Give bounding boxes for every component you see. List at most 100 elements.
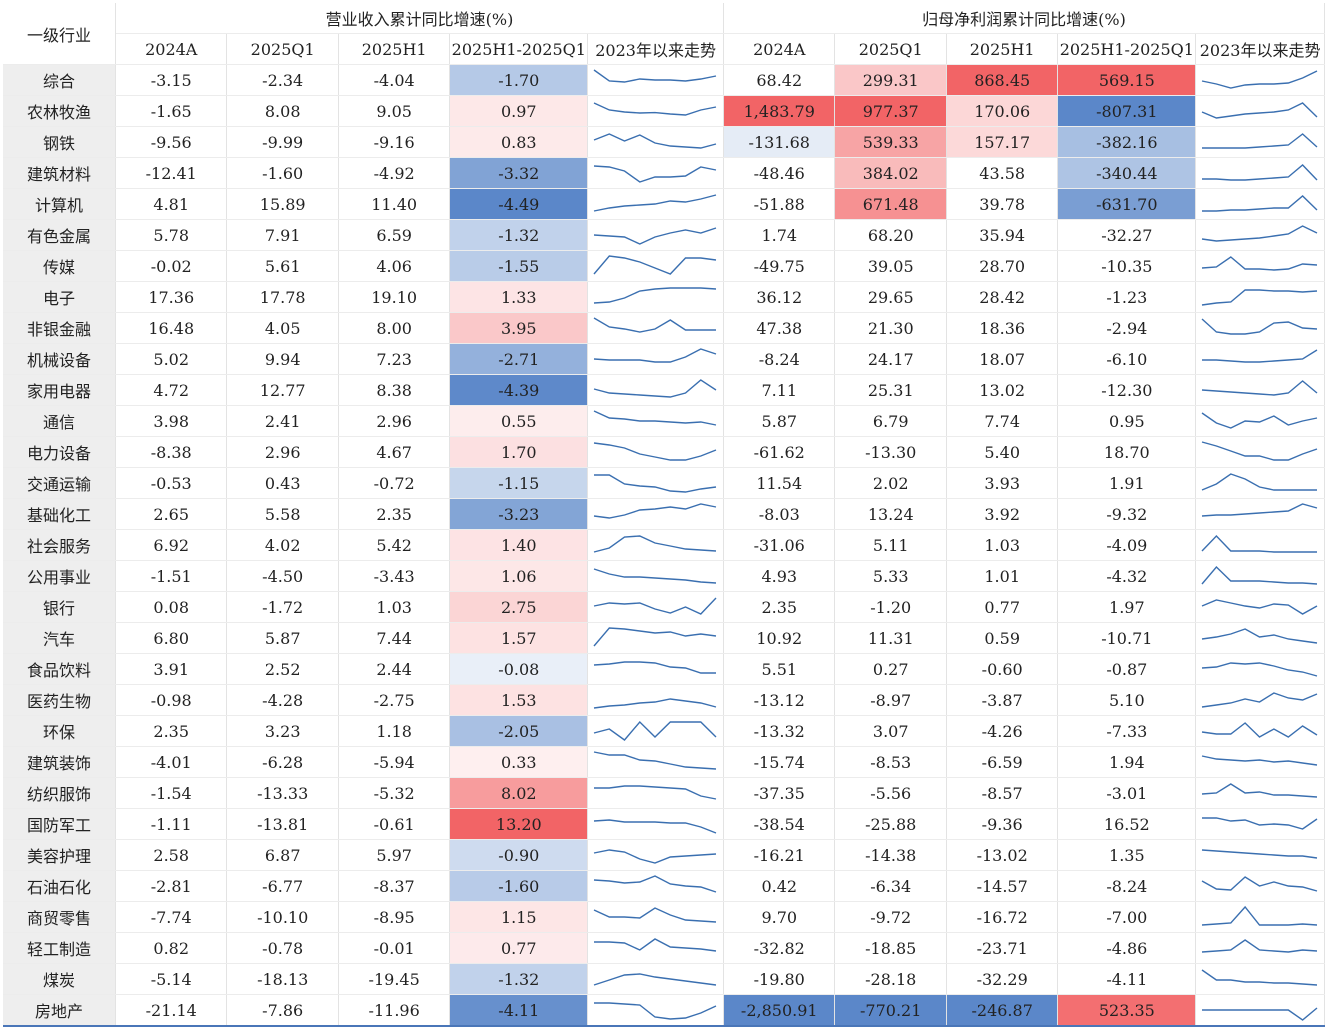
revenue-sparkline (594, 597, 717, 615)
revenue-sparkline (594, 165, 717, 183)
revenue-value-cell-0: -9.56 (115, 126, 228, 158)
table-body: 综合 -3.15 -2.34 -4.04 -1.70 68.42 299.31 868.45 5… (3, 64, 1325, 1027)
profit-value-cell-0: 10.92 (723, 622, 836, 654)
revenue-trend-cell (587, 932, 725, 964)
revenue-sparkline (594, 938, 717, 952)
revenue-value-cell-3: -3.32 (449, 157, 589, 189)
profit-sparkline (1202, 164, 1318, 181)
profit-value-cell-3: 1.94 (1057, 746, 1197, 778)
revenue-value-cell-0: 3.98 (115, 405, 228, 437)
profit-sparkline (1201, 876, 1318, 892)
table-row: 汽车 6.80 5.87 7.44 1.57 10.92 11.31 0.59 -10.71 (3, 622, 1325, 654)
profit-sparkline-line (1202, 628, 1318, 644)
revenue-sparkline (593, 627, 717, 647)
pro-col-header-2025h1: 2025H1 (946, 33, 1059, 65)
profit-sparkline-line (1202, 70, 1318, 89)
revenue-value-cell-0: -0.02 (115, 250, 228, 282)
profit-value-cell-1: 24.17 (834, 343, 947, 375)
table-row: 有色金属 5.78 7.91 6.59 -1.32 1.74 68.20 35.94 -32.2… (3, 219, 1325, 251)
revenue-value-cell-1: 5.87 (226, 622, 339, 654)
profit-value-cell-3: 569.15 (1057, 64, 1197, 96)
profit-trend-cell (1195, 560, 1325, 592)
profit-sparkline-line (1202, 817, 1318, 830)
profit-trend-cell (1195, 64, 1325, 96)
profit-sparkline (1202, 289, 1318, 306)
revenue-value-cell-0: 16.48 (115, 312, 228, 344)
profit-sparkline-line (1202, 783, 1318, 798)
rev-col-header-diff: 2025H1-2025Q1 (449, 33, 589, 65)
profit-value-cell-2: 18.36 (946, 312, 1059, 344)
profit-trend-cell (1195, 95, 1325, 127)
revenue-value-cell-2: 4.67 (338, 436, 451, 468)
profit-value-cell-0: -13.12 (723, 684, 836, 716)
profit-value-cell-2: -14.57 (946, 870, 1059, 902)
profit-sparkline (1201, 969, 1318, 986)
revenue-value-cell-3: 0.55 (449, 405, 589, 437)
revenue-value-cell-3: -1.32 (449, 219, 589, 251)
profit-trend-cell (1195, 808, 1325, 840)
revenue-value-cell-1: -13.81 (226, 808, 339, 840)
revenue-sparkline (594, 503, 717, 519)
profit-value-cell-3: 16.52 (1057, 808, 1197, 840)
profit-value-cell-0: -48.46 (723, 157, 836, 189)
revenue-value-cell-2: -0.01 (338, 932, 451, 964)
rev-col-header-2024a: 2024A (115, 33, 228, 65)
revenue-value-cell-2: -8.95 (338, 901, 451, 933)
revenue-value-cell-3: -1.60 (449, 870, 589, 902)
profit-trend-cell (1195, 963, 1325, 995)
profit-value-cell-3: -807.31 (1057, 95, 1197, 127)
profit-trend-cell (1195, 219, 1325, 251)
profit-sparkline-line (1202, 662, 1318, 677)
revenue-sparkline (593, 907, 717, 923)
revenue-trend-cell (587, 498, 725, 530)
revenue-value-cell-0: -1.51 (115, 560, 228, 592)
table-row: 钢铁 -9.56 -9.99 -9.16 0.83 -131.68 539.33 157.17… (3, 126, 1325, 158)
profit-sparkline (1202, 692, 1318, 708)
industry-name-cell: 医药生物 (3, 684, 116, 716)
revenue-trend-cell (587, 281, 725, 313)
revenue-sparkline (594, 194, 717, 212)
profit-sparkline (1201, 599, 1318, 615)
revenue-value-cell-2: 2.96 (338, 405, 451, 437)
profit-value-cell-2: 5.40 (946, 436, 1059, 468)
revenue-sparkline-line (594, 661, 717, 674)
profit-value-cell-3: -382.16 (1057, 126, 1197, 158)
revenue-value-cell-3: 0.83 (449, 126, 589, 158)
profit-value-cell-2: -9.36 (946, 808, 1059, 840)
profit-sparkline-line (1202, 939, 1318, 953)
revenue-value-cell-3: -2.05 (449, 715, 589, 747)
profit-sparkline-line (1202, 349, 1318, 363)
revenue-value-cell-3: 1.33 (449, 281, 589, 313)
industry-name-cell: 电子 (3, 281, 116, 313)
table-row: 综合 -3.15 -2.34 -4.04 -1.70 68.42 299.31 868.45 5… (3, 64, 1325, 96)
profit-trend-cell (1195, 994, 1325, 1027)
profit-value-cell-1: -5.56 (834, 777, 947, 809)
profit-value-cell-0: -51.88 (723, 188, 836, 220)
profit-sparkline-line (1201, 102, 1318, 119)
revenue-value-cell-2: -4.92 (338, 157, 451, 189)
revenue-sparkline (593, 133, 717, 149)
revenue-value-cell-0: -2.81 (115, 870, 228, 902)
profit-sparkline-line (1202, 195, 1318, 212)
profit-sparkline (1202, 628, 1318, 644)
revenue-value-cell-2: 5.42 (338, 529, 451, 561)
profit-value-cell-3: -631.70 (1057, 188, 1197, 220)
revenue-value-cell-2: -11.96 (338, 994, 451, 1027)
revenue-sparkline-line (594, 442, 717, 461)
revenue-value-cell-0: -1.65 (115, 95, 228, 127)
revenue-sparkline (594, 849, 717, 864)
revenue-sparkline-line (594, 503, 717, 519)
profit-trend-cell (1195, 405, 1325, 437)
profit-sparkline (1202, 503, 1318, 517)
revenue-sparkline-line (594, 751, 717, 770)
revenue-value-cell-3: -0.08 (449, 653, 589, 685)
profit-value-cell-2: 0.77 (946, 591, 1059, 623)
rev-col-header-trend: 2023年以来走势 (587, 33, 725, 65)
profit-sparkline (1201, 412, 1318, 429)
revenue-value-cell-2: 9.05 (338, 95, 451, 127)
profit-value-cell-0: -38.54 (723, 808, 836, 840)
industry-name-cell: 家用电器 (3, 374, 116, 406)
profit-sparkline-line (1202, 164, 1318, 181)
revenue-sparkline (593, 69, 717, 83)
industry-name-cell: 钢铁 (3, 126, 116, 158)
